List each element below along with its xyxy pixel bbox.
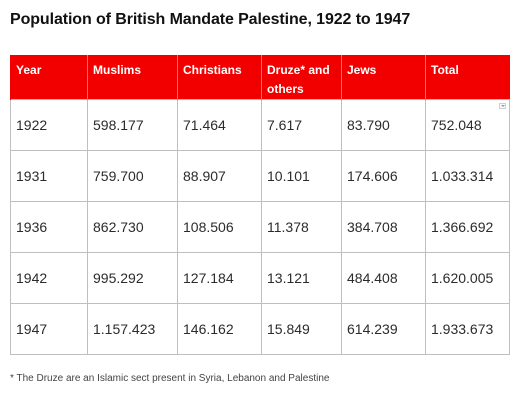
cell-druze-and-others: 13.121 [261,252,342,304]
cell-year: 1922 [10,99,88,151]
sort-indicator-icon[interactable] [499,103,506,109]
cell-jews: 384.708 [341,201,426,253]
cell-total: 1.033.314 [425,150,510,202]
page-title: Population of British Mandate Palestine,… [10,11,411,28]
cell-total: 1.366.692 [425,201,510,253]
cell-christians: 146.162 [177,303,262,355]
population-table: Year Muslims Christians Druze* and other… [10,55,510,355]
footnote: * The Druze are an Islamic sect present … [10,373,330,384]
cell-christians: 108.506 [177,201,262,253]
cell-year: 1931 [10,150,88,202]
cell-total-value: 752.048 [431,117,482,133]
table-row: 1922 598.177 71.464 7.617 83.790 752.048 [10,99,510,151]
population-table-container: Year Muslims Christians Druze* and other… [10,55,510,355]
header-year[interactable]: Year [10,55,88,100]
cell-muslims: 598.177 [87,99,178,151]
cell-jews: 83.790 [341,99,426,151]
cell-muslims: 862.730 [87,201,178,253]
cell-muslims: 1.157.423 [87,303,178,355]
header-jews[interactable]: Jews [341,55,426,100]
cell-christians: 127.184 [177,252,262,304]
cell-druze-and-others: 15.849 [261,303,342,355]
header-druze-and-others[interactable]: Druze* and others [261,55,342,100]
cell-druze-and-others: 10.101 [261,150,342,202]
table-row: 1947 1.157.423 146.162 15.849 614.239 1.… [10,303,510,355]
table-row: 1936 862.730 108.506 11.378 384.708 1.36… [10,201,510,253]
header-christians[interactable]: Christians [177,55,262,100]
cell-total: 1.620.005 [425,252,510,304]
cell-muslims: 995.292 [87,252,178,304]
table-row: 1931 759.700 88.907 10.101 174.606 1.033… [10,150,510,202]
cell-christians: 88.907 [177,150,262,202]
cell-druze-and-others: 7.617 [261,99,342,151]
cell-total: 752.048 [425,99,510,151]
table-header-row: Year Muslims Christians Druze* and other… [10,55,510,100]
cell-year: 1942 [10,252,88,304]
cell-jews: 174.606 [341,150,426,202]
header-total[interactable]: Total [425,55,510,100]
cell-jews: 614.239 [341,303,426,355]
header-muslims[interactable]: Muslims [87,55,178,100]
cell-total: 1.933.673 [425,303,510,355]
cell-druze-and-others: 11.378 [261,201,342,253]
cell-jews: 484.408 [341,252,426,304]
cell-muslims: 759.700 [87,150,178,202]
cell-christians: 71.464 [177,99,262,151]
cell-year: 1947 [10,303,88,355]
cell-year: 1936 [10,201,88,253]
table-row: 1942 995.292 127.184 13.121 484.408 1.62… [10,252,510,304]
